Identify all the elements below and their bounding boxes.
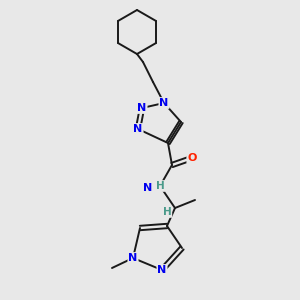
Text: O: O [187, 153, 197, 163]
Text: N: N [158, 265, 166, 275]
Text: N: N [134, 124, 142, 134]
Text: H: H [163, 207, 171, 217]
Text: H: H [156, 181, 164, 191]
Text: N: N [143, 183, 153, 193]
Text: N: N [137, 103, 147, 113]
Text: N: N [159, 98, 169, 108]
Text: N: N [128, 253, 138, 263]
